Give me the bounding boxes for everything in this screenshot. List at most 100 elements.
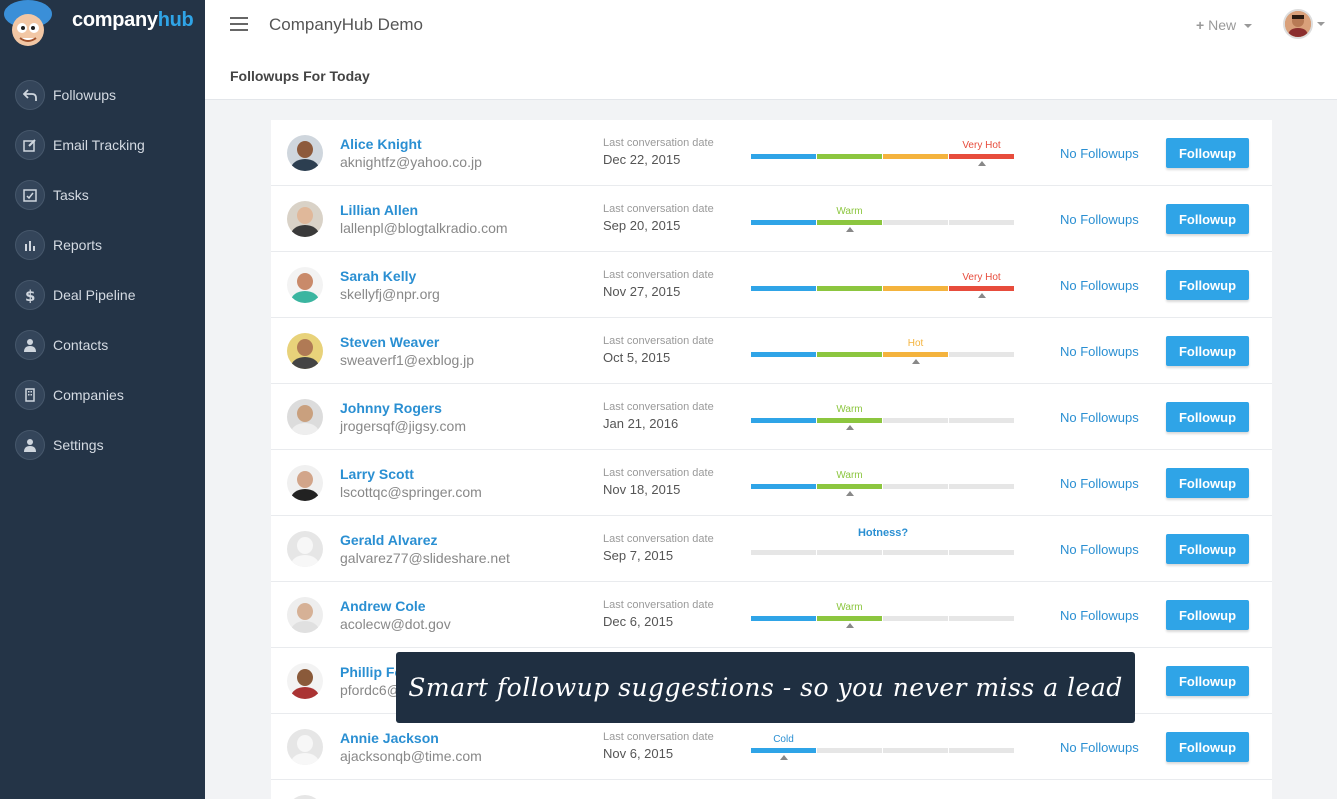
hotness-segment[interactable] bbox=[751, 154, 816, 159]
hotness-segment[interactable] bbox=[949, 286, 1014, 291]
hotness-segment[interactable] bbox=[751, 550, 816, 555]
chevron-down-icon bbox=[1317, 22, 1325, 26]
hotness-meter[interactable]: Hotness? bbox=[751, 516, 1015, 582]
hotness-segment[interactable] bbox=[817, 154, 882, 159]
contact-name[interactable]: Annie Jackson bbox=[340, 730, 439, 746]
followup-button[interactable]: Followup bbox=[1166, 534, 1249, 564]
followup-button[interactable]: Followup bbox=[1166, 732, 1249, 762]
hotness-segment[interactable] bbox=[751, 352, 816, 357]
hotness-segment[interactable] bbox=[883, 748, 948, 753]
no-followups-link[interactable]: No Followups bbox=[1060, 740, 1139, 755]
list-item: Sarah Kelly skellyfj@npr.org Last conver… bbox=[271, 252, 1272, 318]
user-menu-button[interactable] bbox=[1283, 9, 1325, 39]
hotness-segment[interactable] bbox=[883, 418, 948, 423]
sidebar-item-deal-pipeline[interactable]: $ Deal Pipeline bbox=[0, 270, 205, 320]
building-icon bbox=[15, 380, 45, 410]
contact-email: jrogersqf@jigsy.com bbox=[340, 418, 466, 434]
hotness-segment[interactable] bbox=[883, 154, 948, 159]
contact-name[interactable]: Steven Weaver bbox=[340, 334, 440, 350]
no-followups-link[interactable]: No Followups bbox=[1060, 278, 1139, 293]
hotness-segment[interactable] bbox=[817, 286, 882, 291]
followup-button[interactable]: Followup bbox=[1166, 270, 1249, 300]
promo-banner: Smart followup suggestions - so you neve… bbox=[396, 652, 1135, 723]
contact-name[interactable]: Andrew Cole bbox=[340, 598, 426, 614]
no-followups-link[interactable]: No Followups bbox=[1060, 410, 1139, 425]
followup-button[interactable]: Followup bbox=[1166, 666, 1249, 696]
sidebar-item-followups[interactable]: Followups bbox=[0, 70, 205, 120]
hotness-segment[interactable] bbox=[883, 616, 948, 621]
hotness-segment[interactable] bbox=[751, 616, 816, 621]
hotness-segment[interactable] bbox=[817, 418, 882, 423]
hotness-meter[interactable]: Hot bbox=[751, 318, 1015, 384]
sidebar-item-contacts[interactable]: Contacts bbox=[0, 320, 205, 370]
hotness-segment[interactable] bbox=[817, 748, 882, 753]
no-followups-link[interactable]: No Followups bbox=[1060, 608, 1139, 623]
sidebar-item-email-tracking[interactable]: Email Tracking bbox=[0, 120, 205, 170]
hotness-segment[interactable] bbox=[949, 418, 1014, 423]
hotness-segment[interactable] bbox=[949, 616, 1014, 621]
hotness-segment[interactable] bbox=[883, 352, 948, 357]
hotness-segment[interactable] bbox=[883, 484, 948, 489]
hotness-meter[interactable]: Cold bbox=[751, 714, 1015, 780]
avatar bbox=[287, 267, 323, 303]
hotness-pointer-icon bbox=[846, 227, 854, 232]
sidebar-item-label: Reports bbox=[53, 237, 103, 253]
hotness-meter[interactable]: Warm bbox=[751, 582, 1015, 648]
hotness-segment[interactable] bbox=[883, 550, 948, 555]
brand[interactable]: companyhub bbox=[0, 0, 205, 50]
hotness-meter[interactable]: Very Hot bbox=[751, 252, 1015, 318]
hotness-label: Warm bbox=[836, 404, 863, 415]
followup-button[interactable]: Followup bbox=[1166, 204, 1249, 234]
followup-button[interactable]: Followup bbox=[1166, 138, 1249, 168]
sidebar-item-label: Contacts bbox=[53, 337, 109, 353]
hotness-segment[interactable] bbox=[751, 748, 816, 753]
hotness-segment[interactable] bbox=[883, 220, 948, 225]
hotness-meter[interactable]: Warm bbox=[751, 384, 1015, 450]
no-followups-link[interactable]: No Followups bbox=[1060, 476, 1139, 491]
hotness-segment[interactable] bbox=[817, 352, 882, 357]
hotness-segment[interactable] bbox=[949, 154, 1014, 159]
hotness-meter[interactable]: Very Hot bbox=[751, 120, 1015, 186]
hotness-segment[interactable] bbox=[949, 220, 1014, 225]
followup-button[interactable]: Followup bbox=[1166, 600, 1249, 630]
hotness-segment[interactable] bbox=[751, 418, 816, 423]
contact-name[interactable]: Sarah Kelly bbox=[340, 268, 417, 284]
sidebar-item-tasks[interactable]: Tasks bbox=[0, 170, 205, 220]
contact-name[interactable]: Alice Knight bbox=[340, 136, 422, 152]
app-title: CompanyHub Demo bbox=[269, 15, 424, 34]
hotness-segment[interactable] bbox=[817, 550, 882, 555]
hotness-segment[interactable] bbox=[817, 484, 882, 489]
contact-name[interactable]: Lillian Allen bbox=[340, 202, 419, 218]
hotness-meter[interactable]: Warm bbox=[751, 186, 1015, 252]
hotness-segment[interactable] bbox=[949, 550, 1014, 555]
menu-toggle-icon[interactable] bbox=[230, 17, 248, 31]
no-followups-link[interactable]: No Followups bbox=[1060, 146, 1139, 161]
hotness-segment[interactable] bbox=[949, 484, 1014, 489]
hotness-segment[interactable] bbox=[817, 616, 882, 621]
no-followups-link[interactable]: No Followups bbox=[1060, 344, 1139, 359]
contact-email: sweaverf1@exblog.jp bbox=[340, 352, 475, 368]
followup-button[interactable]: Followup bbox=[1166, 336, 1249, 366]
no-followups-link[interactable]: No Followups bbox=[1060, 212, 1139, 227]
contact-email: lallenpl@blogtalkradio.com bbox=[340, 220, 508, 236]
followup-button[interactable]: Followup bbox=[1166, 402, 1249, 432]
hotness-segment[interactable] bbox=[817, 220, 882, 225]
hotness-meter[interactable]: Warm bbox=[751, 450, 1015, 516]
contact-name[interactable]: Phillip Fo bbox=[340, 664, 403, 680]
contact-name[interactable]: Johnny Rogers bbox=[340, 400, 442, 416]
hotness-segment[interactable] bbox=[883, 286, 948, 291]
hotness-segment[interactable] bbox=[751, 286, 816, 291]
contact-name[interactable]: Larry Scott bbox=[340, 466, 414, 482]
contact-name[interactable]: Gerald Alvarez bbox=[340, 532, 438, 548]
no-followups-link[interactable]: No Followups bbox=[1060, 542, 1139, 557]
sidebar-item-settings[interactable]: Settings bbox=[0, 420, 205, 470]
hotness-segment[interactable] bbox=[949, 352, 1014, 357]
hotness-segment[interactable] bbox=[949, 748, 1014, 753]
hotness-segment[interactable] bbox=[751, 220, 816, 225]
sidebar-item-companies[interactable]: Companies bbox=[0, 370, 205, 420]
sidebar-item-reports[interactable]: Reports bbox=[0, 220, 205, 270]
followup-button[interactable]: Followup bbox=[1166, 468, 1249, 498]
new-dropdown-button[interactable]: + New bbox=[1196, 17, 1252, 33]
hotness-segment[interactable] bbox=[751, 484, 816, 489]
sidebar-item-label: Tasks bbox=[53, 187, 89, 203]
